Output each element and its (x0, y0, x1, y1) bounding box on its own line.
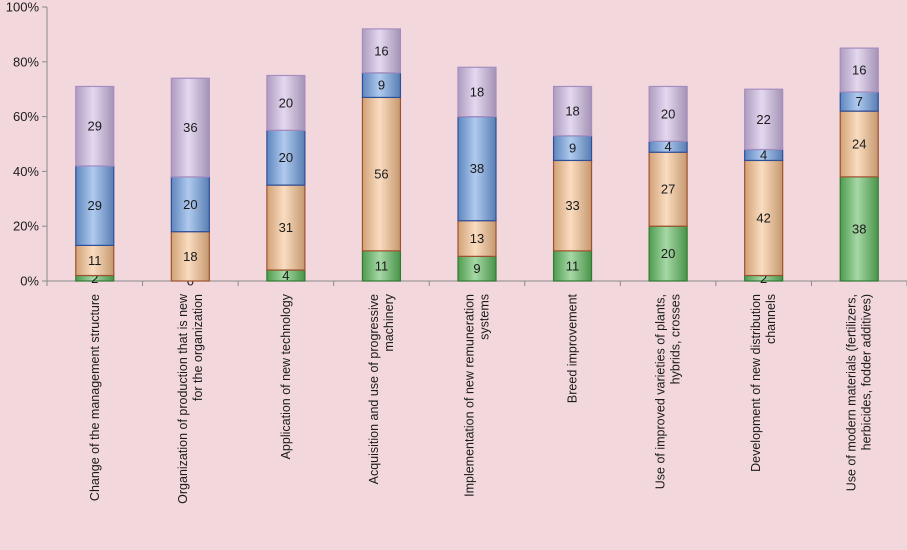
category-label-line: Change of the management structure (88, 294, 102, 501)
data-label: 38 (470, 161, 484, 176)
category-label: Breed improvement (566, 293, 580, 403)
data-label: 11 (566, 258, 580, 273)
category-label: Use of modern materials (fertilizers,her… (845, 294, 874, 491)
category-label-line: systems (478, 294, 492, 340)
category-label-line: for the organization (191, 294, 205, 401)
data-label: 33 (565, 198, 579, 213)
bar-segment (457, 66, 497, 118)
bar-segment (744, 88, 784, 151)
data-label: 2 (91, 271, 98, 286)
data-label: 20 (279, 95, 293, 110)
data-label: 20 (279, 150, 293, 165)
bar-segment (648, 85, 688, 142)
y-tick-label: 20% (13, 219, 39, 234)
category-label-line: Organization of production that is new (176, 293, 190, 504)
category-label-line: Application of new technology (279, 293, 293, 459)
bar-segment (552, 85, 593, 137)
category-label-line: Use of improved varieties of plants, (654, 294, 668, 489)
data-label: 31 (279, 220, 293, 235)
data-label: 20 (183, 197, 197, 212)
data-label: 42 (756, 210, 770, 225)
bar-segment (457, 220, 497, 257)
data-label: 2 (760, 271, 767, 286)
bar-segment (266, 74, 306, 131)
category-label: Acquisition and use of progressivemachin… (367, 293, 396, 484)
data-label: 24 (852, 137, 866, 152)
category-labels: Change of the management structure Organi… (88, 293, 874, 504)
y-tick-label: 0% (20, 274, 39, 289)
bar-area: 2112929018203643120201156916913381811339… (75, 28, 879, 289)
data-label: 29 (88, 119, 102, 134)
data-label: 9 (378, 78, 385, 93)
bar-segment (361, 28, 402, 74)
data-label: 20 (661, 246, 675, 261)
y-tick-label: 80% (13, 54, 39, 69)
bar-segment (552, 250, 593, 282)
bar-segment (839, 176, 879, 282)
data-label: 18 (183, 249, 197, 264)
bar-segment (75, 165, 115, 246)
bar-segment (361, 96, 402, 252)
data-label: 29 (88, 198, 102, 213)
category-label-line: Implementation of new remuneration (463, 294, 477, 497)
data-label: 20 (661, 106, 675, 121)
category-label-line: machinery (382, 293, 396, 351)
category-label-line: Use of modern materials (fertilizers, (845, 294, 859, 491)
bar-segment (648, 225, 688, 282)
x-axis (46, 280, 907, 286)
category-label-line: Breed improvement (566, 293, 580, 403)
category-label: Implementation of new remunerationsystem… (463, 294, 492, 497)
bar-segment (457, 115, 497, 222)
data-label: 27 (661, 182, 675, 197)
bar-segment (266, 184, 306, 271)
category-label: Change of the management structure (88, 294, 102, 501)
data-label: 22 (756, 112, 770, 127)
bar-segment (75, 85, 115, 167)
data-label: 18 (565, 104, 579, 119)
category-label: Use of improved varieties of plants,hybr… (654, 294, 683, 489)
category-label: Organization of production that is newfo… (176, 293, 205, 504)
category-label: Application of new technology (279, 293, 293, 459)
y-tick-label: 40% (13, 164, 39, 179)
data-label: 16 (852, 63, 866, 78)
bar-segment (361, 72, 402, 99)
y-tick-label: 60% (13, 109, 39, 124)
bar-segment (744, 159, 784, 277)
data-label: 9 (473, 261, 480, 276)
y-tick-label: 100% (6, 0, 40, 15)
bar-segment (170, 231, 210, 282)
category-label-line: hybrids, crosses (669, 294, 683, 384)
data-label: 38 (852, 221, 866, 236)
bar-segment (552, 135, 593, 162)
data-label: 11 (88, 253, 102, 268)
data-label: 4 (664, 139, 671, 154)
bar-segment (648, 151, 688, 227)
data-label: 4 (282, 268, 289, 283)
bar-segment (170, 176, 210, 233)
category-label-line: herbicides, fodder additives) (860, 294, 874, 450)
bar-segment (839, 110, 879, 178)
bar-segment (170, 77, 210, 178)
data-label: 9 (569, 141, 576, 156)
category-label: Development of new distributionchannels (749, 294, 778, 472)
data-label: 16 (374, 43, 388, 58)
data-label: 36 (183, 120, 197, 135)
category-label-line: Development of new distribution (749, 294, 763, 472)
data-label: 56 (374, 167, 388, 182)
category-label-line: channels (764, 294, 778, 344)
data-label: 11 (375, 258, 389, 273)
data-label: 7 (856, 94, 863, 109)
data-label: 18 (470, 84, 484, 99)
data-label: 13 (470, 231, 484, 246)
bar-segment (839, 47, 879, 93)
data-label: 4 (760, 147, 767, 162)
y-axis: 0% 20% 40% 60% 80% 100% (6, 0, 48, 289)
bar-segment (266, 129, 306, 186)
bar-segment (457, 255, 497, 282)
category-label-line: Acquisition and use of progressive (367, 294, 381, 484)
